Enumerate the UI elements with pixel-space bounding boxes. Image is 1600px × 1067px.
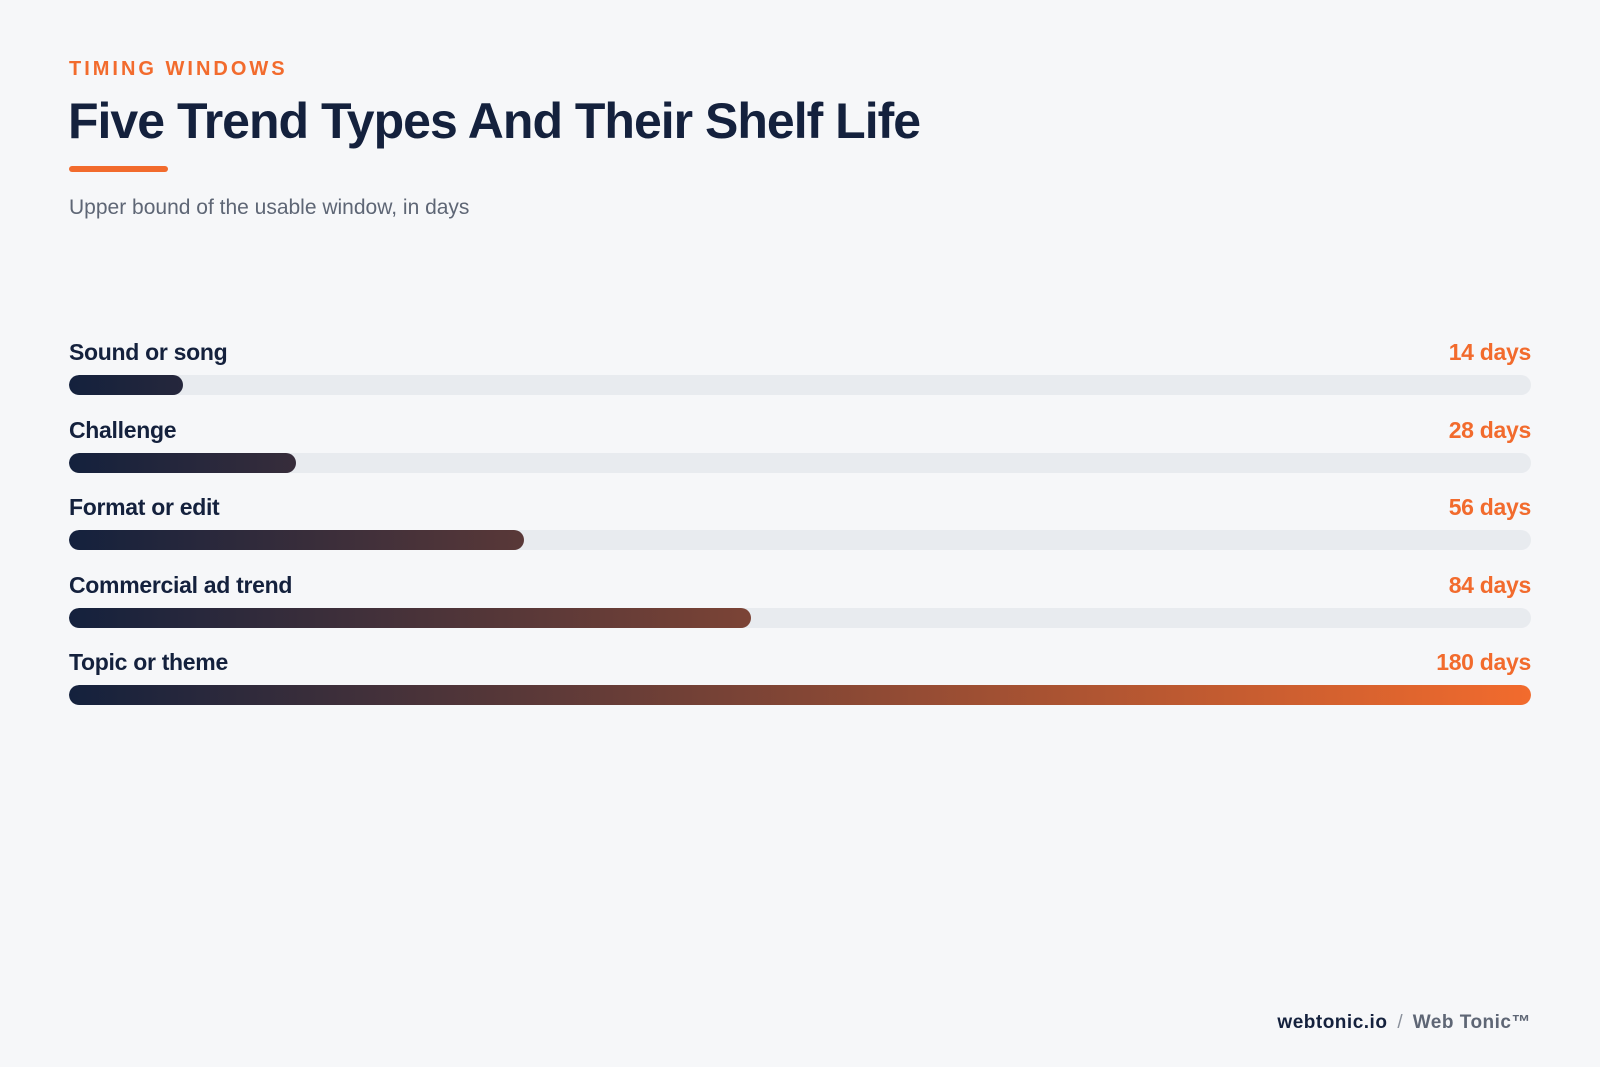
bar-row: Format or edit 56 days <box>69 490 1531 568</box>
bar-fill <box>69 452 297 473</box>
footer-site[interactable]: webtonic.io <box>1277 1012 1388 1033</box>
bar-label: Format or edit <box>69 494 220 520</box>
bar-fill <box>69 607 752 628</box>
bar-label: Sound or song <box>69 339 228 365</box>
bar-value-label: 180 days <box>1436 649 1531 675</box>
bar-fill <box>69 530 524 550</box>
bar-value-label: 84 days <box>1448 571 1532 598</box>
bar-track <box>69 530 1531 550</box>
bar-fill <box>69 685 1531 705</box>
bar-label: Challenge <box>69 416 177 443</box>
bar-value-label: 28 days <box>1448 416 1532 443</box>
bar-track <box>69 607 1531 628</box>
eyebrow-label: TIMING WINDOWS <box>69 58 288 80</box>
bar-track <box>69 452 1531 473</box>
bar-chart: Sound or song 14 days Challenge 28 days Form… <box>69 335 1531 723</box>
footer-separator: / <box>1397 1012 1403 1033</box>
bar-label: Commercial ad trend <box>69 571 293 598</box>
bar-label: Topic or theme <box>69 649 228 675</box>
page-title: Five Trend Types And Their Shelf Life <box>68 93 921 149</box>
bar-row: Challenge 28 days <box>69 413 1531 491</box>
bar-fill <box>69 375 183 395</box>
bar-row: Commercial ad trend 84 days <box>69 568 1531 646</box>
bar-value-label: 14 days <box>1448 339 1532 365</box>
bar-track <box>69 685 1531 705</box>
bar-row: Topic or theme 180 days <box>69 645 1531 723</box>
chart-subtitle: Upper bound of the usable window, in day… <box>69 196 470 219</box>
title-underline <box>69 166 168 172</box>
bar-row: Sound or song 14 days <box>69 335 1531 413</box>
footer-credit: webtonic.io / Web Tonic™ <box>1277 1012 1531 1034</box>
footer-brand: Web Tonic™ <box>1412 1012 1531 1033</box>
bar-value-label: 56 days <box>1448 494 1532 520</box>
bar-track <box>69 375 1531 395</box>
